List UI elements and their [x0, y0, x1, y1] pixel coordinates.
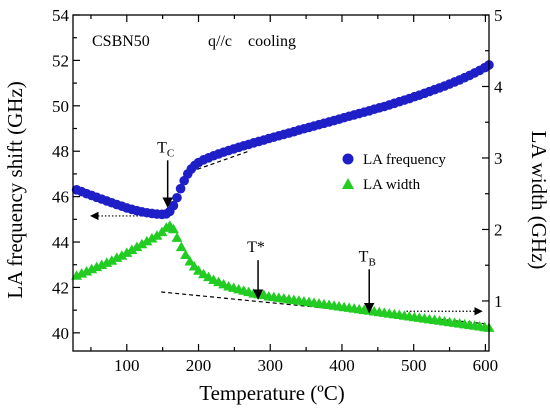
y-axis-left-title: LA frequency shift (GHz) — [3, 81, 27, 299]
annotation-subscript: B — [368, 256, 375, 268]
legend-label-la-frequency: LA frequency — [363, 152, 446, 168]
data-series — [71, 60, 495, 332]
x-tick-label: 500 — [401, 356, 427, 375]
y-right-tick-label: 4 — [494, 77, 503, 96]
y-axis-right-title: LA width (GHz) — [527, 131, 550, 270]
annotation-subscript: C — [167, 147, 174, 159]
y-right-tick-label: 3 — [494, 149, 503, 168]
plot-frame — [72, 14, 490, 352]
chart-title: CSBN50 — [92, 33, 150, 50]
x-tick-label: 200 — [186, 356, 212, 375]
la-width-point — [167, 223, 179, 234]
la-width-point — [131, 241, 143, 252]
y-right-tick-label: 5 — [494, 6, 503, 25]
y-left-tick-label: 42 — [52, 278, 69, 297]
la-width-point — [146, 233, 158, 243]
la-width-point — [126, 244, 138, 254]
y-right-tick-label: 2 — [494, 220, 503, 239]
y-left-tick-label: 46 — [52, 188, 69, 207]
la-width-point — [141, 235, 153, 246]
la-width-point — [184, 255, 196, 266]
chart-subtitle: q//c cooling — [208, 33, 296, 50]
legend: LA frequency LA width — [342, 152, 446, 193]
x-tick-label: 400 — [329, 356, 355, 375]
annotation-label: TC — [157, 139, 174, 159]
la-width-point — [180, 249, 192, 260]
la-width-point — [171, 232, 183, 242]
la-width-point — [121, 247, 133, 257]
y-left-tick-label: 48 — [52, 142, 69, 161]
dashed-guide-line — [183, 150, 249, 175]
annotation-label: TB — [359, 248, 376, 268]
y-right-tick-label: 1 — [494, 292, 503, 311]
la-width-point — [116, 250, 128, 260]
axes: 100 200 300 400 500 600 40 42 44 46 48 50 52 54 1 2 3 4 5 — [52, 6, 503, 375]
legend-marker-la-width — [342, 178, 354, 189]
la-frequency-point — [175, 183, 186, 194]
x-tick-label: 600 — [473, 356, 499, 375]
y-left-tick-label: 50 — [52, 97, 69, 116]
la-frequency-point — [172, 192, 182, 203]
y-left-tick-label: 40 — [52, 324, 69, 343]
legend-marker-la-frequency — [342, 153, 354, 165]
la-width-point — [106, 255, 118, 265]
legend-label-la-width: LA width — [363, 177, 421, 193]
x-axis-title: Temperature (ºC) — [199, 381, 345, 405]
la-width-point — [136, 238, 148, 249]
la-width-point — [151, 230, 163, 240]
x-tick-label: 300 — [257, 356, 283, 375]
y-left-tick-label: 54 — [52, 6, 70, 25]
y-left-tick-label: 52 — [52, 51, 69, 70]
la-width-point — [175, 241, 187, 252]
la-width-point — [193, 265, 205, 275]
y-left-tick-label: 44 — [52, 233, 70, 252]
x-tick-label: 100 — [114, 356, 140, 375]
annotation-label: T* — [247, 239, 265, 256]
